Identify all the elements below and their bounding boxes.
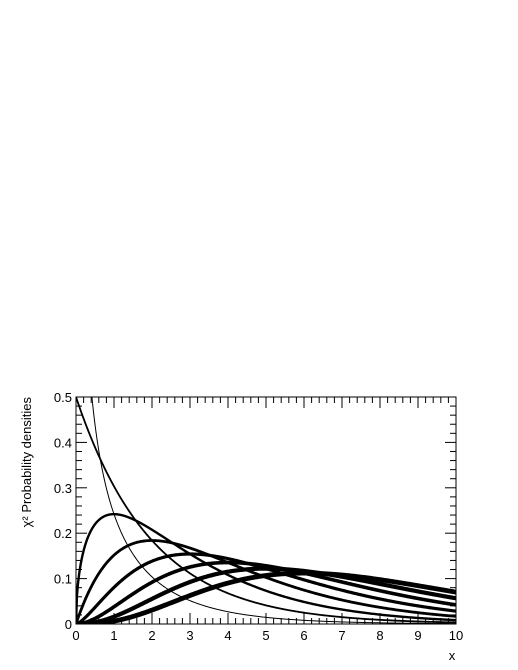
x-tick-label: 4 bbox=[224, 628, 231, 643]
x-tick-label: 6 bbox=[300, 628, 307, 643]
series-line-2 bbox=[76, 397, 456, 624]
x-tick-label: 1 bbox=[110, 628, 117, 643]
y-tick-label: 0.1 bbox=[54, 572, 72, 587]
x-tick-label: 7 bbox=[338, 628, 345, 643]
x-tick-labels: 0 1 2 3 4 5 6 7 8 9 10 bbox=[72, 628, 463, 643]
x-tick-label: 9 bbox=[414, 628, 421, 643]
x-axis-title: x bbox=[449, 648, 456, 663]
axis-ticks bbox=[75, 396, 457, 625]
curves-layer bbox=[76, 397, 456, 624]
x-tick-label: 5 bbox=[262, 628, 269, 643]
x-tick-label: 3 bbox=[186, 628, 193, 643]
x-tick-label: 2 bbox=[148, 628, 155, 643]
series-line-8 bbox=[76, 570, 456, 624]
y-tick-label: 0.2 bbox=[54, 526, 72, 541]
y-axis-title: χ² Probability densities bbox=[19, 397, 34, 528]
y-tick-label: 0.5 bbox=[54, 390, 72, 405]
y-tick-label: 0.4 bbox=[54, 435, 72, 450]
x-tick-label: 10 bbox=[449, 628, 463, 643]
y-tick-labels: 0 0.1 0.2 0.3 0.4 0.5 bbox=[54, 390, 72, 632]
series-line-3 bbox=[76, 512, 456, 624]
x-tick-label: 8 bbox=[376, 628, 383, 643]
series-line-1 bbox=[91, 397, 456, 624]
series-line-6 bbox=[76, 560, 456, 624]
x-tick-label: 0 bbox=[72, 628, 79, 643]
y-tick-label: 0.3 bbox=[54, 481, 72, 496]
y-tick-label: 0 bbox=[65, 617, 72, 632]
series-line-7 bbox=[76, 566, 456, 624]
